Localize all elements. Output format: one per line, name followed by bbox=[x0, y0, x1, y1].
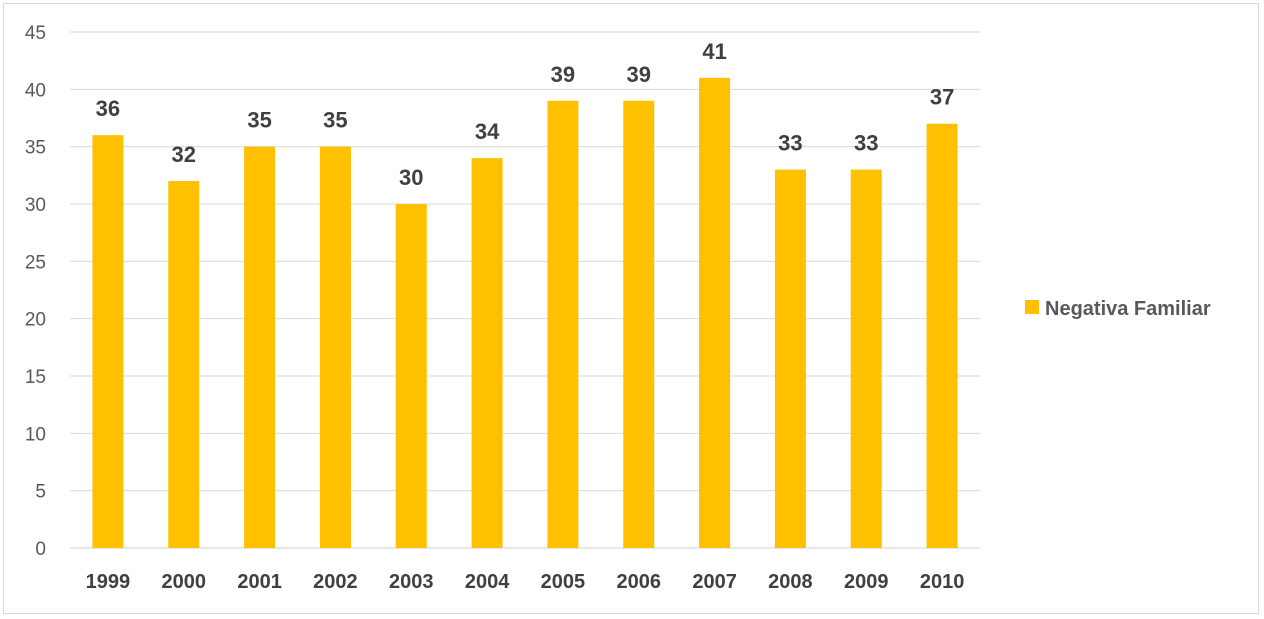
data-label: 34 bbox=[475, 119, 500, 144]
y-tick-label: 25 bbox=[25, 252, 46, 273]
bar bbox=[471, 158, 503, 548]
y-axis-tick-labels: 0 5 10 15 20 25 30 35 40 45 bbox=[25, 23, 46, 560]
data-label: 33 bbox=[778, 131, 802, 156]
x-tick-label: 2007 bbox=[692, 571, 737, 593]
legend-label: Negativa Familiar bbox=[1045, 298, 1211, 320]
y-tick-label: 15 bbox=[25, 367, 46, 388]
data-label: 37 bbox=[930, 85, 954, 110]
bar bbox=[168, 181, 200, 549]
legend: Negativa Familiar bbox=[1025, 298, 1211, 320]
x-tick-label: 2003 bbox=[389, 571, 434, 593]
x-tick-label: 2002 bbox=[313, 571, 358, 593]
x-tick-label: 2010 bbox=[920, 571, 965, 593]
x-tick-label: 2000 bbox=[162, 571, 207, 593]
bars bbox=[92, 77, 958, 549]
bar bbox=[547, 100, 579, 549]
bar bbox=[926, 123, 958, 548]
data-label: 39 bbox=[627, 62, 651, 87]
bar bbox=[244, 146, 276, 548]
bar bbox=[850, 169, 882, 548]
x-tick-label: 2001 bbox=[237, 571, 282, 593]
bar bbox=[699, 77, 731, 548]
legend-swatch bbox=[1025, 300, 1039, 314]
data-label: 32 bbox=[172, 142, 196, 167]
x-tick-label: 2006 bbox=[617, 571, 662, 593]
bar bbox=[774, 169, 806, 548]
data-label: 41 bbox=[702, 39, 726, 64]
x-axis-tick-labels: 1999 2000 2001 2002 2003 2004 2005 2006 2007 2008… bbox=[86, 571, 965, 593]
bar bbox=[623, 100, 655, 549]
gridlines bbox=[70, 31, 980, 549]
y-tick-label: 35 bbox=[25, 138, 46, 159]
y-tick-label: 0 bbox=[35, 539, 46, 560]
bar bbox=[92, 135, 124, 548]
data-label: 30 bbox=[399, 165, 423, 190]
x-tick-label: 2009 bbox=[844, 571, 889, 593]
data-label: 35 bbox=[247, 108, 271, 133]
bar bbox=[319, 146, 351, 548]
x-tick-label: 2004 bbox=[465, 571, 510, 593]
y-tick-label: 40 bbox=[25, 80, 46, 101]
x-tick-label: 2008 bbox=[768, 571, 813, 593]
data-label: 33 bbox=[854, 131, 878, 156]
y-tick-label: 10 bbox=[25, 424, 46, 445]
x-tick-label: 2005 bbox=[541, 571, 586, 593]
data-labels: 36 32 35 35 30 34 39 39 41 33 33 37 bbox=[96, 39, 955, 190]
y-tick-label: 45 bbox=[25, 23, 46, 44]
y-tick-label: 5 bbox=[35, 482, 46, 503]
data-label: 39 bbox=[551, 62, 575, 87]
bar bbox=[395, 204, 427, 548]
data-label: 36 bbox=[96, 96, 120, 121]
y-tick-label: 20 bbox=[25, 310, 46, 331]
y-tick-label: 30 bbox=[25, 195, 46, 216]
data-label: 35 bbox=[323, 108, 347, 133]
x-tick-label: 1999 bbox=[86, 571, 131, 593]
